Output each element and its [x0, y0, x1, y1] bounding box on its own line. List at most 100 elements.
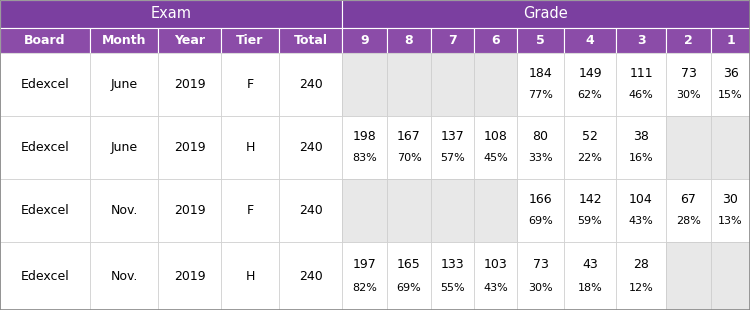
Bar [158, 28, 221, 53]
Bar [474, 53, 517, 116]
Text: 59%: 59% [578, 216, 602, 226]
Text: 7: 7 [448, 34, 457, 47]
Bar [474, 116, 517, 179]
Bar [564, 28, 616, 53]
Bar [431, 28, 474, 53]
Bar [666, 53, 711, 116]
Text: 198: 198 [352, 130, 376, 143]
Text: Nov.: Nov. [110, 269, 138, 282]
Text: Edexcel: Edexcel [21, 269, 69, 282]
Text: 38: 38 [633, 130, 649, 143]
Text: 67: 67 [680, 193, 697, 206]
Text: 73: 73 [680, 67, 697, 80]
Bar [711, 28, 750, 53]
Bar [342, 53, 387, 116]
Bar [342, 0, 750, 28]
Bar [666, 242, 711, 310]
Text: 5: 5 [536, 34, 544, 47]
Bar [431, 179, 474, 242]
Text: 28%: 28% [676, 216, 701, 226]
Bar [711, 179, 750, 242]
Bar [431, 53, 474, 116]
Bar [474, 179, 517, 242]
Text: 57%: 57% [440, 153, 465, 163]
Bar [616, 179, 666, 242]
Text: F: F [247, 204, 254, 217]
Bar [279, 242, 342, 310]
Bar [158, 179, 221, 242]
Bar [431, 242, 474, 310]
Bar [221, 179, 279, 242]
Text: 22%: 22% [578, 153, 602, 163]
Bar [666, 116, 750, 179]
Text: 103: 103 [484, 258, 507, 271]
Text: F: F [247, 78, 254, 91]
Text: 30: 30 [722, 193, 739, 206]
Text: 30%: 30% [676, 90, 700, 100]
Bar [158, 53, 221, 116]
Bar [342, 28, 387, 53]
Bar [221, 242, 279, 310]
Bar [711, 242, 750, 310]
Bar [279, 179, 342, 242]
Text: June: June [110, 141, 137, 154]
Text: 2019: 2019 [174, 78, 206, 91]
Text: 28: 28 [633, 258, 649, 271]
Bar [279, 116, 342, 179]
Text: Year: Year [174, 34, 205, 47]
Bar [387, 28, 431, 53]
Text: 2019: 2019 [174, 204, 206, 217]
Bar [616, 242, 666, 310]
Bar [666, 116, 711, 179]
Text: 69%: 69% [528, 216, 553, 226]
Bar [517, 116, 564, 179]
Bar [387, 53, 431, 116]
Bar [517, 28, 564, 53]
Bar [517, 242, 564, 310]
Text: 83%: 83% [352, 153, 376, 163]
Text: 43%: 43% [483, 282, 508, 293]
Bar [90, 28, 158, 53]
Text: Edexcel: Edexcel [21, 204, 69, 217]
Bar [711, 116, 750, 179]
Text: 73: 73 [532, 258, 548, 271]
Bar [431, 179, 474, 242]
Bar [564, 242, 616, 310]
Text: 82%: 82% [352, 282, 377, 293]
Text: 52: 52 [582, 130, 598, 143]
Text: 18%: 18% [578, 282, 602, 293]
Bar [616, 28, 666, 53]
Bar [90, 242, 158, 310]
Bar [342, 179, 517, 242]
Text: June: June [110, 78, 137, 91]
Text: 15%: 15% [718, 90, 742, 100]
Text: 13%: 13% [718, 216, 742, 226]
Text: 166: 166 [529, 193, 552, 206]
Text: 133: 133 [441, 258, 464, 271]
Text: 240: 240 [298, 269, 322, 282]
Bar [0, 53, 90, 116]
Bar [666, 179, 711, 242]
Bar [0, 179, 90, 242]
Text: Grade: Grade [524, 7, 568, 21]
Text: 8: 8 [405, 34, 413, 47]
Bar [564, 179, 616, 242]
Text: 137: 137 [441, 130, 464, 143]
Bar [158, 116, 221, 179]
Text: 111: 111 [629, 67, 652, 80]
Bar [221, 53, 279, 116]
Bar [387, 116, 431, 179]
Text: 2: 2 [684, 34, 693, 47]
Bar [431, 116, 474, 179]
Bar [90, 53, 158, 116]
Text: Month: Month [102, 34, 146, 47]
Bar [666, 28, 711, 53]
Text: 43%: 43% [628, 216, 653, 226]
Text: 165: 165 [398, 258, 421, 271]
Text: 33%: 33% [528, 153, 553, 163]
Text: 104: 104 [629, 193, 652, 206]
Bar [517, 53, 564, 116]
Text: 240: 240 [298, 204, 322, 217]
Bar [711, 116, 750, 179]
Bar [90, 179, 158, 242]
